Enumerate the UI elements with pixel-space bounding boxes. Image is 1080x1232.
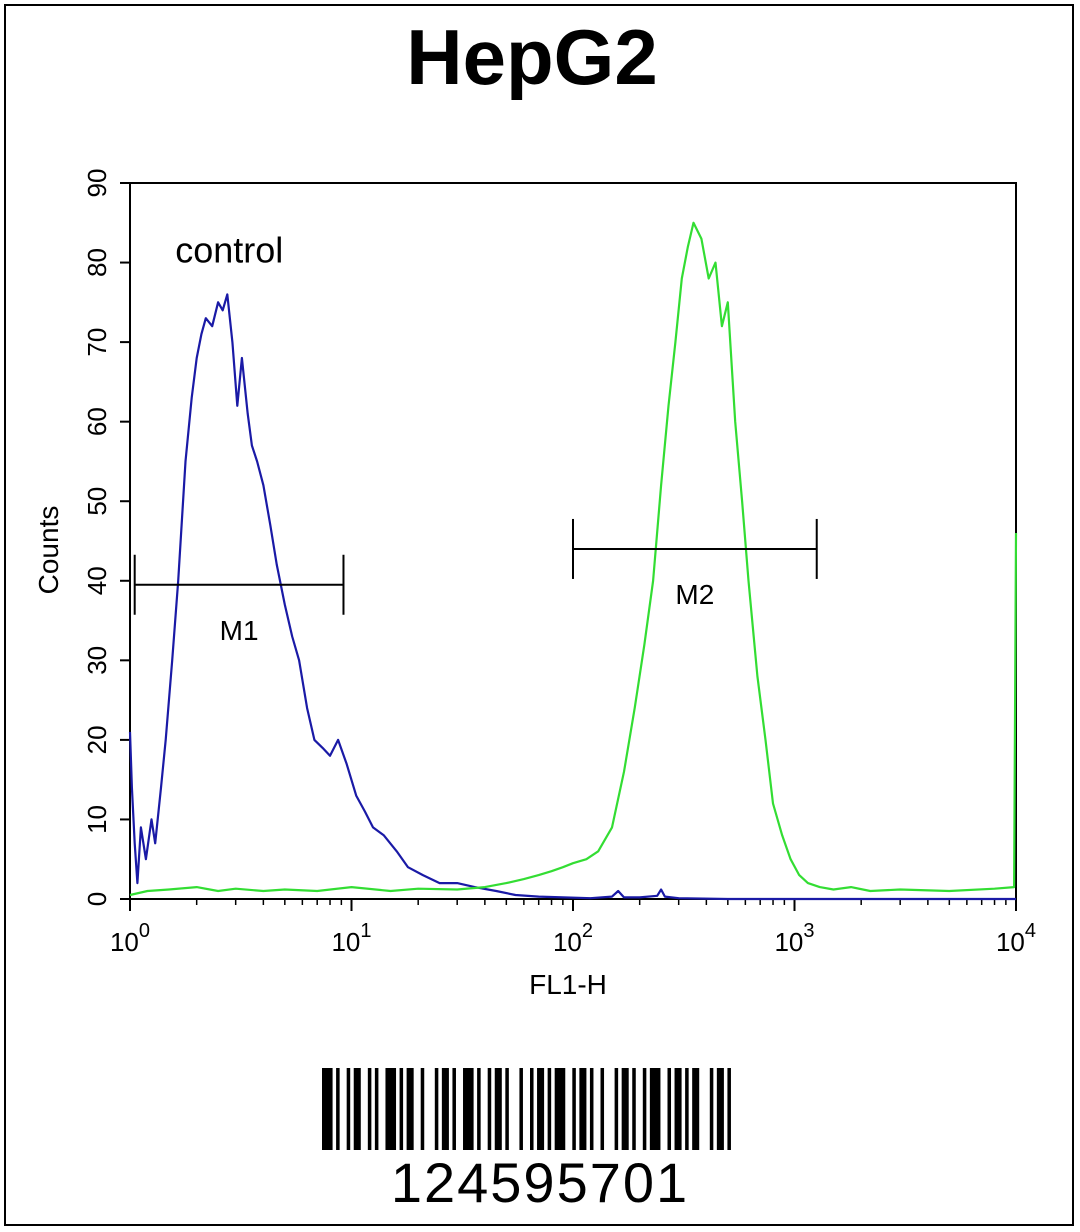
y-tick-label: 20	[82, 725, 112, 754]
barcode-bar	[374, 1068, 379, 1150]
barcode	[322, 1068, 731, 1150]
barcode-bar	[346, 1068, 351, 1150]
barcode-bar	[477, 1068, 481, 1150]
y-axis-label: Counts	[33, 506, 64, 595]
barcode-bar	[441, 1068, 449, 1150]
barcode-bar	[649, 1068, 661, 1150]
barcode-bar	[667, 1068, 672, 1150]
markers-layer: M1 M2	[133, 518, 818, 646]
barcode-bar	[367, 1068, 372, 1150]
barcode-bar	[632, 1068, 636, 1150]
barcode-bar	[505, 1068, 509, 1150]
barcode-bar	[547, 1068, 552, 1150]
annotations-layer: control	[175, 230, 283, 271]
y-axis: 0 10 20 30 40 50 60 70 80 90	[82, 169, 130, 906]
barcode-bar	[519, 1068, 523, 1150]
x-tick-label-base: 10	[331, 927, 360, 957]
barcode-bar	[692, 1068, 700, 1150]
barcode-bar	[399, 1068, 404, 1150]
barcode-bar	[530, 1068, 534, 1150]
barcode-bar	[716, 1068, 724, 1150]
x-tick-label: 100	[110, 920, 150, 957]
barcode-bar	[621, 1068, 629, 1150]
barcode-bar	[600, 1068, 605, 1150]
barcode-bar	[589, 1068, 594, 1150]
barcode-bar	[385, 1068, 397, 1150]
x-axis: 100 101 102 103 104	[110, 899, 1036, 957]
barcode-bar	[685, 1068, 689, 1150]
barcode-bar	[674, 1068, 682, 1150]
barcode-bar	[336, 1068, 340, 1150]
x-tick-label-base: 10	[110, 927, 139, 957]
x-tick-label-base: 10	[996, 927, 1025, 957]
barcode-bar	[406, 1068, 414, 1150]
y-tick-label: 30	[82, 646, 112, 675]
y-tick-label: 40	[82, 566, 112, 595]
y-tick-label: 50	[82, 487, 112, 516]
marker-label: M2	[675, 579, 714, 610]
barcode-bar	[642, 1068, 647, 1150]
barcode-bar	[572, 1068, 576, 1150]
x-tick-label: 104	[996, 920, 1036, 957]
x-tick-label-base: 10	[774, 927, 803, 957]
barcode-bar	[727, 1068, 731, 1150]
barcode-bar	[322, 1068, 333, 1150]
y-tick-label: 60	[82, 407, 112, 436]
x-tick-label-exponent: 2	[582, 920, 593, 942]
barcode-bar	[434, 1068, 439, 1150]
x-tick-label-exponent: 4	[1025, 920, 1036, 942]
series-line-2	[129, 221, 1018, 897]
x-tick-label: 102	[553, 920, 593, 957]
barcode-bar	[537, 1068, 545, 1150]
annotation-label: control	[175, 230, 283, 271]
barcode-bar	[614, 1068, 619, 1150]
barcode-number: 124595701	[390, 1151, 690, 1214]
barcode-bar	[709, 1068, 714, 1150]
x-tick-label: 101	[331, 920, 371, 957]
marker-label: M1	[220, 615, 259, 646]
chart-title: HepG2	[406, 13, 657, 101]
barcode-bar	[353, 1068, 361, 1150]
x-tick-label-exponent: 0	[139, 920, 150, 942]
x-tick-label: 103	[774, 920, 814, 957]
barcode-bar	[554, 1068, 566, 1150]
barcode-bar	[452, 1068, 456, 1150]
y-tick-label: 10	[82, 805, 112, 834]
barcode-bar	[463, 1068, 474, 1150]
x-tick-label-base: 10	[553, 927, 582, 957]
series-line-1	[128, 293, 1016, 901]
x-tick-label-exponent: 1	[360, 920, 371, 942]
x-axis-label: FL1-H	[529, 969, 607, 1000]
barcode-bar	[494, 1068, 502, 1150]
y-tick-label: 0	[82, 892, 112, 906]
series-layer	[128, 221, 1018, 901]
x-tick-label-exponent: 3	[803, 920, 814, 942]
barcode-bar	[487, 1068, 492, 1150]
y-tick-label: 70	[82, 328, 112, 357]
barcode-bar	[420, 1068, 425, 1150]
y-tick-label: 90	[82, 169, 112, 198]
y-tick-label: 80	[82, 248, 112, 277]
barcode-bar	[579, 1068, 587, 1150]
figure-frame	[4, 4, 1074, 1226]
